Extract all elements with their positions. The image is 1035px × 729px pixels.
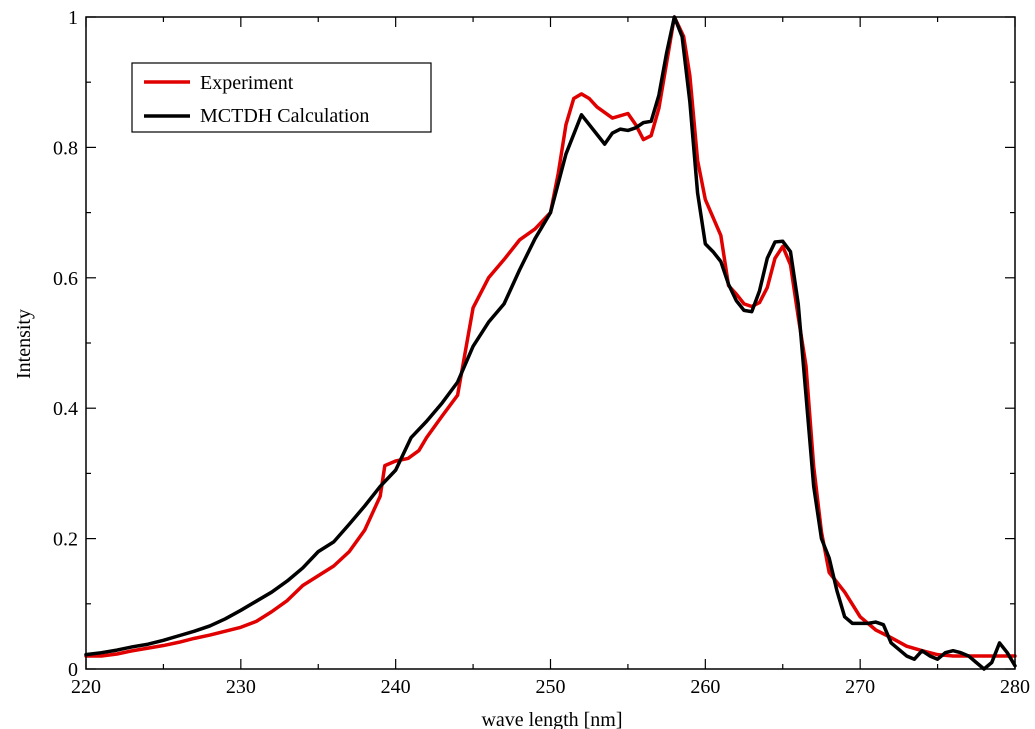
- y-tick-label: 0: [68, 659, 78, 681]
- y-tick-label: 0.4: [53, 398, 78, 420]
- legend-label-experiment: Experiment: [200, 72, 294, 94]
- x-tick-label: 280: [1000, 676, 1030, 698]
- tick-labels: 220 230 240 250 260 270 280 0 0.2 0.4 0.6 0.8 1: [53, 7, 1030, 698]
- plot-frame: [85, 16, 1016, 670]
- x-tick-label: 260: [690, 676, 720, 698]
- x-tick-label: 220: [71, 676, 101, 698]
- legend-label-mctdh: MCTDH Calculation: [200, 105, 369, 127]
- x-tick-label: 240: [381, 676, 411, 698]
- y-tick-label: 0.6: [53, 268, 78, 290]
- x-tick-label: 270: [845, 676, 875, 698]
- x-axis-label: wave length [nm]: [481, 709, 622, 729]
- x-tick-label: 250: [536, 676, 566, 698]
- y-tick-label: 0.8: [53, 137, 78, 159]
- y-tick-label: 1: [68, 7, 78, 29]
- series-lines: [84, 15, 1017, 671]
- legend: Experiment MCTDH Calculation: [131, 62, 432, 133]
- series-line-mctdh: [84, 15, 1017, 671]
- y-axis-label: Intensity: [13, 309, 35, 379]
- x-tick-label: 230: [226, 676, 256, 698]
- y-tick-label: 0.2: [53, 529, 78, 551]
- legend-box: [131, 62, 432, 133]
